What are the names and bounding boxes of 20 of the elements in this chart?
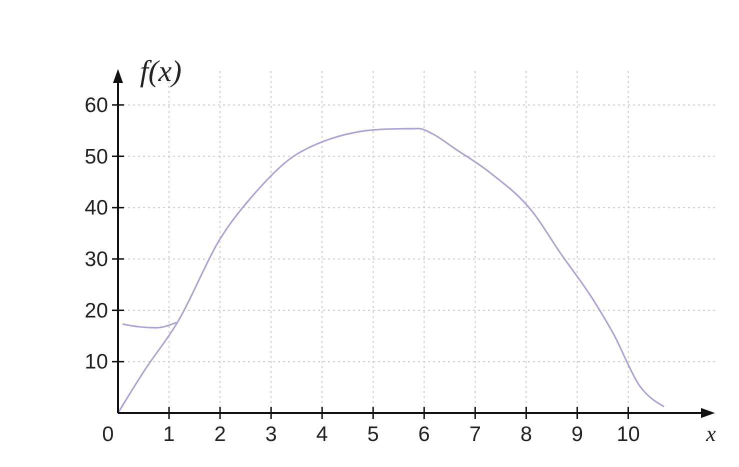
y-tick-label: 20 [84,299,108,322]
y-tick-label: 50 [84,145,108,168]
x-tick-label: 10 [616,423,640,446]
x-tick-label: 0 [102,423,114,446]
x-tick-label: 3 [265,423,277,446]
x-tick-label: 4 [316,423,328,446]
x-tick-label: 8 [520,423,532,446]
y-tick-label: 10 [84,350,108,374]
line-series [117,128,664,414]
x-tick-label: 9 [571,423,584,446]
x-tick-label: 5 [367,423,379,446]
x-tick-label: 7 [469,423,482,446]
y-tick-label: 40 [84,196,108,220]
x-tick-label: 1 [163,423,175,446]
y-tick-label: 60 [84,94,108,117]
x-tick-label: 2 [214,423,226,446]
x-tick-label: 6 [418,423,430,446]
x-axis-title: x [705,421,716,446]
y-tick-label: 30 [84,248,108,271]
y-axis-title: f(x) [140,55,182,88]
